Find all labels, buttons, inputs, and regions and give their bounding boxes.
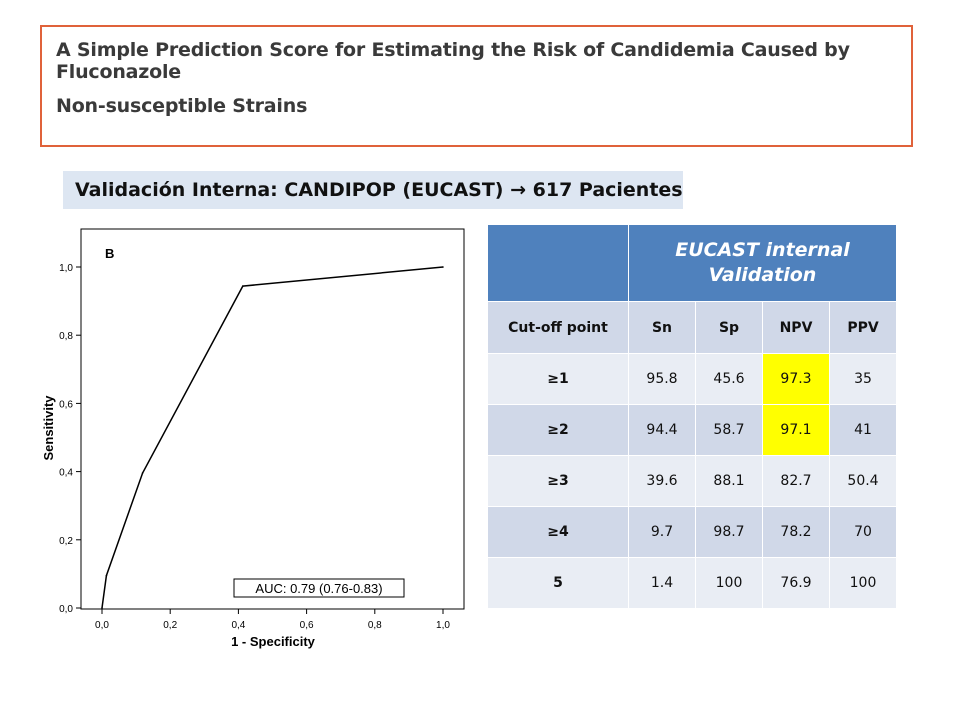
roc-point-0 <box>101 607 103 609</box>
value-cell-ppv: 50.4 <box>829 455 897 507</box>
panel-label: B <box>105 246 114 261</box>
roc-points <box>101 266 444 609</box>
column-header-0: Cut-off point <box>487 301 629 354</box>
roc-point-2 <box>141 472 144 474</box>
y-tick-label-5: 1,0 <box>59 263 73 274</box>
title-box: A Simple Prediction Score for Estimating… <box>40 25 913 147</box>
value-cell-ppv: 41 <box>829 404 897 456</box>
value-cell-sn: 94.4 <box>628 404 696 456</box>
value-cell-sn: 9.7 <box>628 506 696 558</box>
value-cell-ppv: 100 <box>829 557 897 609</box>
value-cell-sp: 45.6 <box>695 353 763 405</box>
y-tick-label-2: 0,4 <box>59 468 73 479</box>
table-row: ≥4 9.7 98.7 78.2 70 <box>487 506 897 558</box>
y-tick-label-4: 0,8 <box>59 331 73 342</box>
value-cell-npv: 97.3 <box>762 353 830 405</box>
column-header-4: PPV <box>829 301 897 354</box>
cutoff-cell: 5 <box>487 557 629 609</box>
y-axis: 0,0 0,2 0,4 0,6 0,8 1,0 <box>59 263 81 615</box>
column-header-3: NPV <box>762 301 830 354</box>
value-cell-sp: 100 <box>695 557 763 609</box>
value-cell-sn: 1.4 <box>628 557 696 609</box>
y-tick-label-1: 0,2 <box>59 536 73 547</box>
title-line-1: A Simple Prediction Score for Estimating… <box>56 39 850 83</box>
value-cell-sp: 98.7 <box>695 506 763 558</box>
subtitle-bar: Validación Interna: CANDIPOP (EUCAST) → … <box>63 171 683 209</box>
table-row: 5 1.4 100 76.9 100 <box>487 557 897 609</box>
roc-curve <box>101 266 444 609</box>
auc-annotation: AUC: 0.79 (0.76-0.83) <box>255 581 382 596</box>
subtitle-text: Validación Interna: CANDIPOP (EUCAST) → … <box>75 179 683 201</box>
x-tick-label-1: 0,2 <box>163 620 177 631</box>
table-row: ≥2 94.4 58.7 97.1 41 <box>487 404 897 456</box>
cutoff-cell: ≥3 <box>487 455 629 507</box>
value-cell-sn: 39.6 <box>628 455 696 507</box>
cutoff-cell: ≥1 <box>487 353 629 405</box>
table-row: ≥3 39.6 88.1 82.7 50.4 <box>487 455 897 507</box>
value-cell-npv: 82.7 <box>762 455 830 507</box>
table-header-corner <box>487 224 629 302</box>
x-tick-label-0: 0,0 <box>95 620 109 631</box>
y-axis-label: Sensitivity <box>41 395 56 461</box>
value-cell-npv: 97.1 <box>762 404 830 456</box>
roc-point-4 <box>442 266 444 268</box>
x-tick-label-2: 0,4 <box>231 620 245 631</box>
table-header-title: EUCAST internal Validation <box>675 239 850 286</box>
table-header-cell: EUCAST internal Validation <box>628 224 897 302</box>
x-axis: 0,0 0,2 0,4 0,6 0,8 1,0 <box>95 609 450 631</box>
value-cell-npv: 78.2 <box>762 506 830 558</box>
value-cell-ppv: 70 <box>829 506 897 558</box>
roc-point-3 <box>242 285 244 287</box>
value-cell-npv: 76.9 <box>762 557 830 609</box>
cutoff-cell: ≥2 <box>487 404 629 456</box>
column-header-2: Sp <box>695 301 763 354</box>
roc-chart: B 0,0 0,2 0,4 0,6 0,8 1,0 0,00,20,40,60,81,0 … <box>41 228 465 649</box>
cutoff-cell: ≥4 <box>487 506 629 558</box>
value-cell-ppv: 35 <box>829 353 897 405</box>
x-tick-label-4: 0,8 <box>368 620 382 631</box>
table-header-row: EUCAST internal Validation <box>487 224 897 302</box>
title-line-2: Non-susceptible Strains <box>56 95 308 117</box>
column-header-row: Cut-off point Sn Sp NPV PPV <box>487 301 897 354</box>
y-tick-label-0: 0,0 <box>59 604 73 615</box>
x-tick-label-5: 1,0 <box>436 620 450 631</box>
plot-frame <box>80 228 465 610</box>
y-tick-label-3: 0,6 <box>59 399 73 410</box>
column-header-1: Sn <box>628 301 696 354</box>
value-cell-sp: 58.7 <box>695 404 763 456</box>
auc-annotation-box <box>233 578 405 598</box>
table-row: ≥1 95.8 45.6 97.3 35 <box>487 353 897 405</box>
value-cell-sp: 88.1 <box>695 455 763 507</box>
value-cell-sn: 95.8 <box>628 353 696 405</box>
x-tick-label-3: 0,6 <box>300 620 314 631</box>
roc-point-1 <box>105 574 108 577</box>
metrics-table: EUCAST internal Validation Cut-off point… <box>487 224 897 609</box>
x-axis-label: 1 - Specificity <box>231 634 316 649</box>
